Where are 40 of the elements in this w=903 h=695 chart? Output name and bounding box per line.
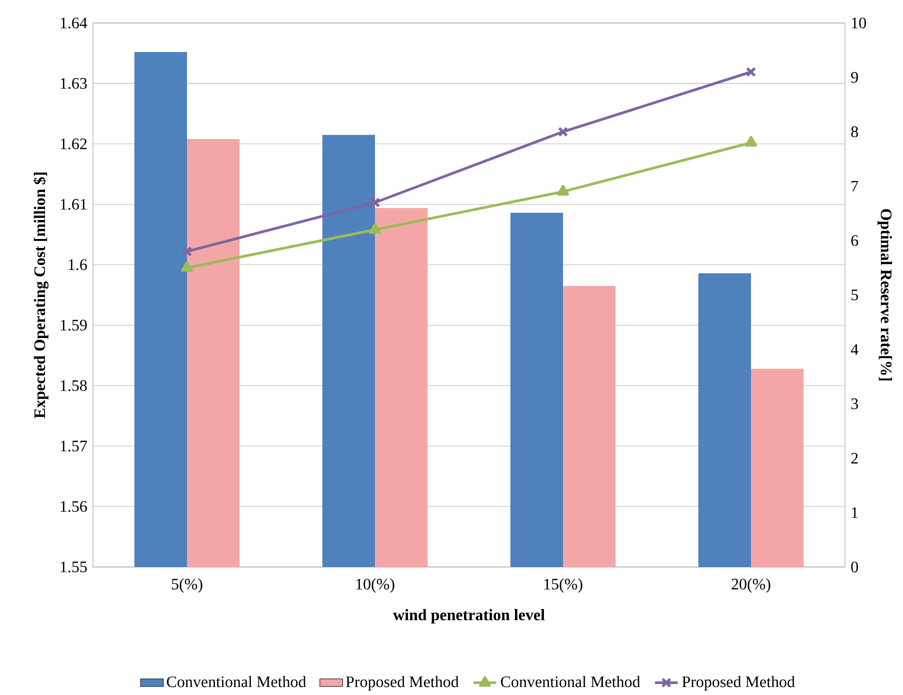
y2-tick-label: 8 [851,126,858,138]
y2-axis-title: Optimal Reserve rate[%] [878,209,892,381]
y-axis-title: Expected Operating Cost [million $] [33,172,48,418]
y-tick-label: 1.63 [60,78,87,89]
y2-tick-label: 6 [851,235,858,246]
y2-tick-label: 0 [851,562,858,572]
point [369,223,381,234]
y2-tick-label: 3 [851,398,858,410]
point [182,246,192,257]
legend-label: Conventional Method [500,676,640,688]
y-tick-label: 1.55 [60,562,87,572]
x-tick-label: 15(%) [544,578,582,593]
y-tick-label: 1.56 [60,501,87,512]
y2-tick-label: 10 [852,18,866,28]
point [746,66,756,78]
y-tick-label: 1.64 [60,18,88,29]
y-tick-label: 1.57 [60,440,87,452]
y-tick-label: 1.61 [60,199,86,210]
point [745,136,757,147]
y-tick-label: 1.62 [60,138,87,150]
point [181,261,193,272]
x-tick-label: 10(%) [356,578,394,593]
y2-tick-label: 2 [851,452,858,464]
x-tick-label: 5(%) [172,578,202,593]
x-tick-label: 20(%) [732,578,770,593]
y2-tick-label: 1 [852,507,858,518]
y2-tick-label: 4 [850,344,858,355]
legend-label: Conventional Method [166,676,306,688]
legend-label: Proposed Method [682,676,795,691]
x-axis-title: wind penetration level [393,609,545,624]
legend-label: Proposed Method [346,676,459,691]
point [558,126,568,138]
y2-tick-label: 9 [851,72,858,83]
y-tick-label: 1.59 [60,320,87,331]
point [557,185,569,196]
y2-tick-label: 7 [852,181,858,192]
y2-tick-label: 5 [852,290,858,300]
point [370,198,380,208]
y-tick-label: 1.6 [68,259,87,270]
y-tick-label: 1.58 [60,380,87,392]
